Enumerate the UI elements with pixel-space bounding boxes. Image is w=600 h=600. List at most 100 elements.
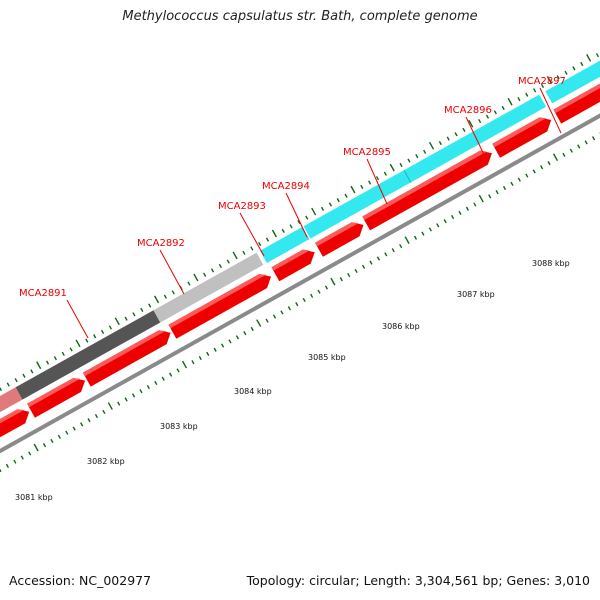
scale-tick <box>339 277 343 282</box>
scale-tick <box>465 206 470 211</box>
ring-tick <box>468 119 474 128</box>
gene-label[interactable]: MCA2893 <box>218 201 266 212</box>
scale-tick <box>256 319 262 327</box>
cds-arrow[interactable] <box>82 330 171 387</box>
scale-tick <box>221 343 225 348</box>
ring-tick <box>148 303 152 308</box>
gene-label[interactable]: MCA2894 <box>262 181 310 192</box>
backbone-line <box>0 113 600 454</box>
cds-arrow[interactable] <box>315 222 364 257</box>
scale-tick <box>577 144 581 149</box>
ring-tick <box>0 386 2 392</box>
label-leader-line <box>66 299 89 339</box>
label-leader-line <box>159 249 185 295</box>
scale-tick <box>176 368 180 373</box>
ring-tick <box>572 66 576 71</box>
cds-arrow-highlight <box>271 249 310 271</box>
ring-tick <box>163 294 167 299</box>
scale-tick <box>552 153 559 162</box>
ring-tick <box>93 334 97 339</box>
scale-tick <box>347 272 351 278</box>
ring-tick <box>30 369 34 374</box>
ring-tick <box>75 339 81 348</box>
scale-label: 3081 kbp <box>15 493 53 502</box>
cds-arrow-highlight <box>27 378 81 408</box>
ring-tick <box>336 198 340 203</box>
cds-arrow[interactable] <box>492 117 552 158</box>
ring-tick <box>61 351 65 356</box>
ring-tick <box>242 250 246 255</box>
gene-label[interactable]: MCA2896 <box>444 105 492 116</box>
gene-bar-mca2893[interactable] <box>260 227 309 263</box>
gene-bar-partial[interactable] <box>0 387 23 433</box>
scale-tick <box>33 443 39 452</box>
scale-tick <box>569 148 573 153</box>
ring-tick <box>140 307 144 312</box>
scale-tick <box>102 409 106 415</box>
scale-tick <box>391 248 395 253</box>
scale-tick <box>584 140 588 145</box>
scale-tick <box>421 231 425 236</box>
scale-tick <box>547 161 551 166</box>
ring-tick <box>320 206 325 211</box>
ring-tick <box>507 97 513 106</box>
scale-tick <box>317 289 321 294</box>
scale-tick <box>198 355 202 361</box>
scale-ticks <box>0 132 600 473</box>
cds-arrow[interactable] <box>271 249 315 282</box>
scale-tick <box>473 202 477 207</box>
ring-tick <box>360 184 364 190</box>
scale-tick <box>65 430 69 435</box>
gene-bar-mca2892[interactable] <box>153 252 264 323</box>
ring-tick <box>305 215 309 220</box>
ring-tick <box>540 83 545 89</box>
ring-tick <box>271 229 277 238</box>
ring-tick <box>493 110 497 115</box>
scale-tick <box>324 285 329 290</box>
ring-tick <box>438 140 442 146</box>
cds-arrow[interactable] <box>168 274 272 339</box>
scale-tick <box>181 360 188 369</box>
scale-tick <box>13 459 17 464</box>
scale-label: 3083 kbp <box>160 422 198 431</box>
scale-tick <box>443 219 447 224</box>
gene-bar-mca2894-2896[interactable] <box>303 94 547 239</box>
scale-tick <box>562 152 566 157</box>
ring-tick <box>14 378 18 383</box>
ring-tick <box>53 356 57 361</box>
gene-label[interactable]: MCA2891 <box>19 288 67 299</box>
gene-label[interactable]: MCA2897 <box>518 76 566 87</box>
ring-tick <box>478 118 482 124</box>
gene-label[interactable]: MCA2895 <box>343 147 391 158</box>
ring-tick <box>533 88 537 93</box>
ring-tick <box>297 219 301 225</box>
gene-bar-mca2897[interactable] <box>545 41 600 104</box>
ring-tick <box>564 70 568 75</box>
scale-tick <box>525 173 529 178</box>
ring-tick <box>45 360 50 365</box>
ring-tick <box>368 180 372 185</box>
scale-tick <box>146 384 150 390</box>
cds-arrow[interactable] <box>27 378 86 418</box>
scale-tick <box>191 360 195 365</box>
scale-tick <box>72 426 76 431</box>
scale-tick <box>213 347 217 352</box>
scale-tick <box>280 310 284 315</box>
scale-label: 3086 kbp <box>382 322 420 331</box>
ring-tick <box>462 127 466 132</box>
gene-label[interactable]: MCA2892 <box>137 238 185 249</box>
ring-tick <box>193 273 199 282</box>
scale-tick <box>330 277 336 286</box>
scale-tick <box>124 397 128 402</box>
cds-arrow[interactable] <box>362 150 492 231</box>
gene-bar-mca2891[interactable] <box>15 310 161 400</box>
gene-track <box>0 41 600 433</box>
scale-tick <box>42 443 47 448</box>
scale-tick <box>20 455 24 460</box>
ring-tick <box>399 162 403 168</box>
ring-tick <box>328 202 332 207</box>
ring-tick <box>375 176 380 181</box>
cds-arrow-highlight <box>168 274 266 329</box>
ring-tick <box>210 268 215 273</box>
